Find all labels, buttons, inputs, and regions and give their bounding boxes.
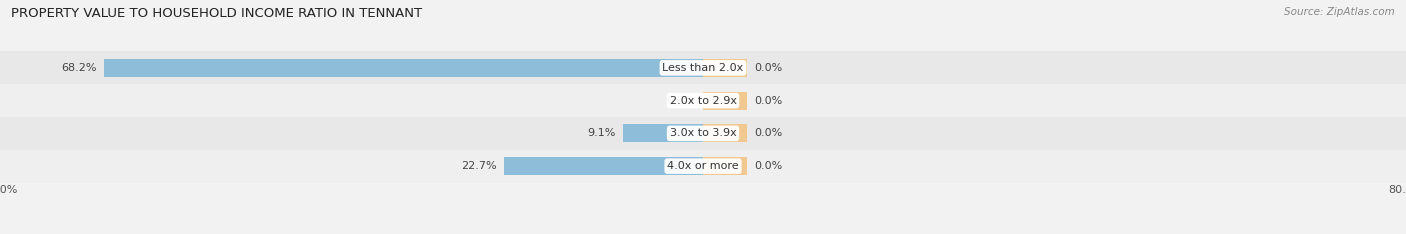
- Text: 4.0x or more: 4.0x or more: [668, 161, 738, 171]
- Text: 22.7%: 22.7%: [461, 161, 496, 171]
- Text: 0.0%: 0.0%: [754, 128, 782, 138]
- Text: 68.2%: 68.2%: [62, 63, 97, 73]
- Bar: [703, 124, 747, 142]
- Text: 3.0x to 3.9x: 3.0x to 3.9x: [669, 128, 737, 138]
- Text: 0.0%: 0.0%: [754, 96, 782, 106]
- Text: 0.0%: 0.0%: [666, 96, 695, 106]
- Text: Less than 2.0x: Less than 2.0x: [662, 63, 744, 73]
- Text: 0.0%: 0.0%: [754, 161, 782, 171]
- Text: PROPERTY VALUE TO HOUSEHOLD INCOME RATIO IN TENNANT: PROPERTY VALUE TO HOUSEHOLD INCOME RATIO…: [11, 7, 422, 20]
- Bar: [623, 124, 703, 142]
- Bar: [503, 157, 703, 175]
- Bar: [0, 51, 1406, 84]
- Bar: [0, 150, 1406, 183]
- Bar: [703, 59, 747, 77]
- Bar: [0, 117, 1406, 150]
- Bar: [0, 84, 1406, 117]
- Bar: [703, 91, 747, 110]
- Text: 9.1%: 9.1%: [588, 128, 616, 138]
- Text: 2.0x to 2.9x: 2.0x to 2.9x: [669, 96, 737, 106]
- Text: Source: ZipAtlas.com: Source: ZipAtlas.com: [1284, 7, 1395, 17]
- Bar: [104, 59, 703, 77]
- Bar: [703, 157, 747, 175]
- Text: 0.0%: 0.0%: [754, 63, 782, 73]
